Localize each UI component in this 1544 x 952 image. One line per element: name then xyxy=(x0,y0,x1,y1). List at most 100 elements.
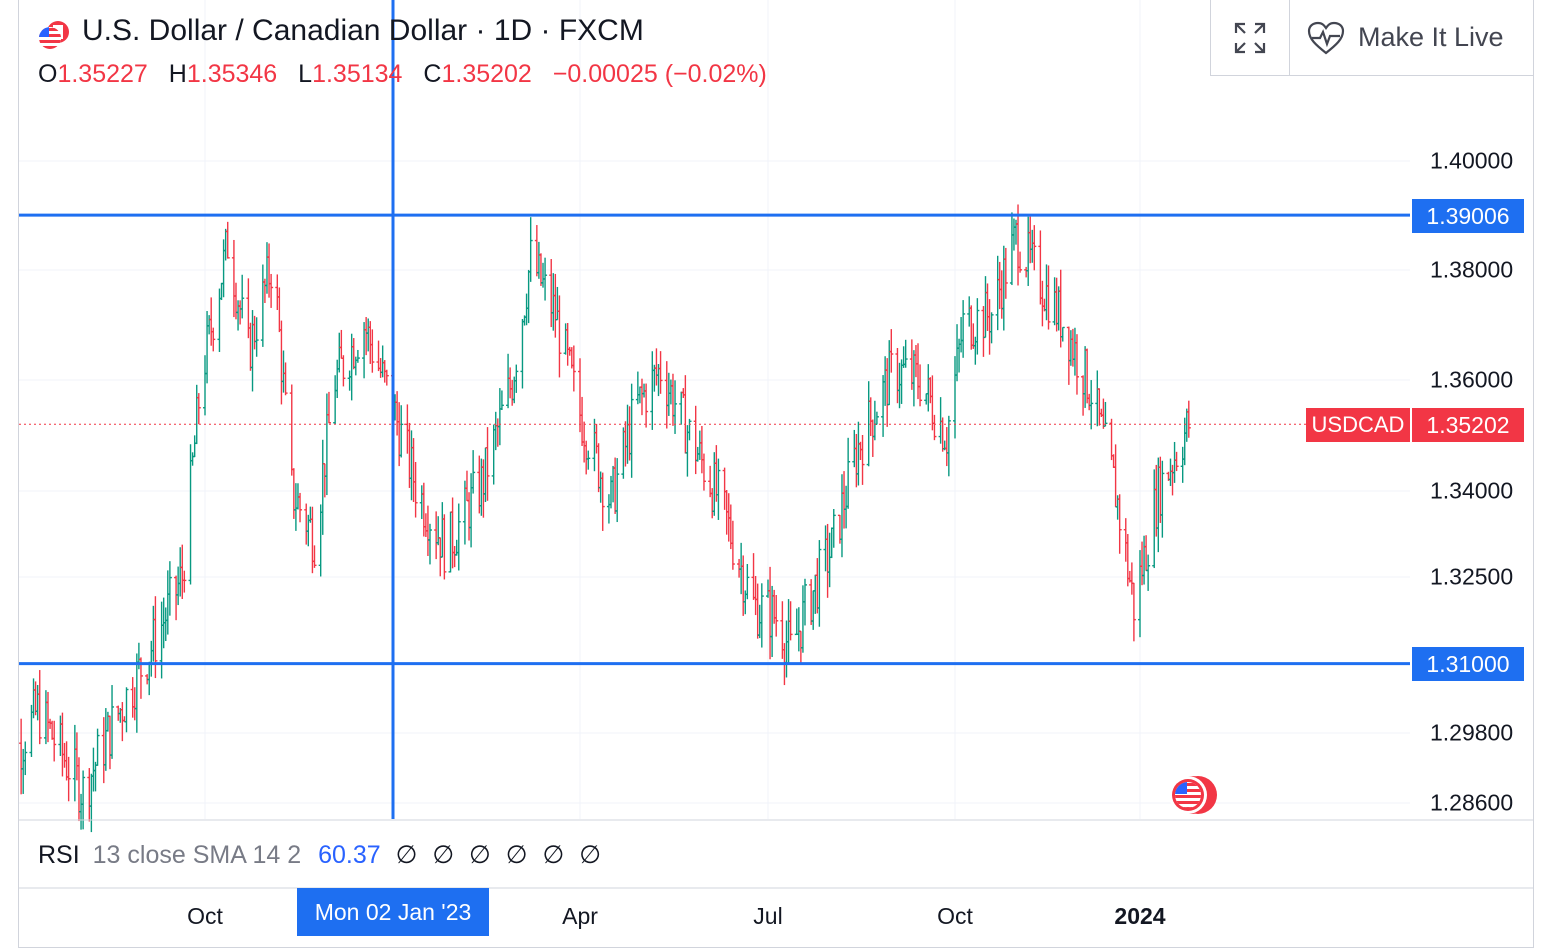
ohlc-bar xyxy=(23,741,28,776)
ohlc-bar xyxy=(961,300,966,358)
close-value: 1.35202 xyxy=(441,60,532,88)
ohlc-bar xyxy=(543,257,548,301)
close-key: C xyxy=(423,60,442,88)
ohlc-bar xyxy=(1032,225,1037,271)
ohlc-bar xyxy=(1089,380,1094,430)
ohlc-bar xyxy=(817,540,822,627)
ohlc-bar xyxy=(687,418,692,441)
y-tick-label: 1.28600 xyxy=(1430,789,1514,816)
ohlc-bar xyxy=(456,503,461,571)
ohlc-bar xyxy=(1074,334,1079,395)
ohlc-bar xyxy=(658,351,663,394)
low-value: 1.35134 xyxy=(312,60,403,88)
ohlc-legend: O1.35227 H1.35346 L1.35134 C1.35202 −0.0… xyxy=(38,60,781,89)
y-tick-label: 1.34000 xyxy=(1430,477,1514,504)
ohlc-bar xyxy=(341,355,346,387)
ohlc-bar xyxy=(196,393,201,425)
chart-frame xyxy=(18,0,1534,948)
crosshair-date-badge: Mon 02 Jan '23 xyxy=(297,888,489,936)
x-tick-label: Jul xyxy=(753,903,783,929)
ohlc-bar xyxy=(66,756,71,802)
ohlc-bar xyxy=(225,221,230,259)
ohlc-bar xyxy=(745,564,750,600)
rsi-empty-value: ∅ xyxy=(469,841,491,869)
rsi-empty-value: ∅ xyxy=(432,841,455,869)
flag-icon xyxy=(38,20,72,50)
ohlc-bar xyxy=(514,364,519,393)
ohlc-bar xyxy=(499,390,504,411)
fullscreen-button[interactable] xyxy=(1211,0,1290,76)
ohlc-bar xyxy=(413,462,418,518)
x-tick-label: 2024 xyxy=(1114,903,1166,929)
ohlc-bar xyxy=(471,450,476,494)
ohlc-bar xyxy=(355,349,360,363)
open-key: O xyxy=(38,60,58,88)
ohlc-bar xyxy=(831,508,836,548)
ohlc-bar xyxy=(1117,494,1122,554)
make-it-live-label: Make It Live xyxy=(1358,22,1504,52)
ohlc-bar xyxy=(615,458,620,523)
change-value: −0.00025 (−0.02%) xyxy=(552,60,767,88)
symbol-price-badge: USDCAD xyxy=(1306,408,1410,442)
heart-pulse-icon xyxy=(1307,21,1345,54)
ohlc-bar xyxy=(860,434,865,485)
ohlc-bar xyxy=(52,720,57,762)
ohlc-bar xyxy=(1046,265,1051,330)
ohlc-bar xyxy=(1146,554,1151,591)
ohlc-bar xyxy=(442,514,447,580)
ohlc-bar xyxy=(774,594,779,637)
ohlc-bar xyxy=(37,670,42,745)
rsi-empty-value: ∅ xyxy=(395,841,418,869)
ohlc-bar xyxy=(1160,460,1165,538)
ohlc-bars xyxy=(19,204,1191,833)
ohlc-bar xyxy=(889,329,894,373)
ohlc-bar xyxy=(1103,401,1108,427)
x-tick-label: Apr xyxy=(562,903,598,929)
ohlc-bar xyxy=(586,450,591,470)
chart-toolbar: Make It Live xyxy=(1210,0,1534,76)
ohlc-bar xyxy=(167,561,172,616)
ohlc-bar xyxy=(124,687,129,733)
horizontal-lines[interactable] xyxy=(19,213,1410,666)
rsi-empty-value: ∅ xyxy=(579,841,602,869)
ohlc-bar xyxy=(1186,400,1191,438)
ohlc-bar xyxy=(326,391,331,424)
y-tick-label: 1.29800 xyxy=(1430,719,1514,746)
ohlc-bar xyxy=(283,362,288,396)
x-tick-label: Oct xyxy=(187,903,223,929)
ohlc-bar xyxy=(182,570,187,593)
ohlc-bar xyxy=(240,274,245,319)
us-flag-event-icon[interactable] xyxy=(1168,774,1220,816)
ohlc-bar xyxy=(312,545,317,568)
ohlc-bar xyxy=(802,578,807,626)
y-tick-label: 1.32500 xyxy=(1430,563,1514,590)
ohlc-bar xyxy=(600,472,605,531)
rsi-legend[interactable]: RSI 13 close SMA 14 2 60.37 ∅ ∅ ∅ ∅ ∅ ∅ xyxy=(38,840,601,870)
ohlc-bar xyxy=(485,427,490,501)
ohlc-bar xyxy=(759,583,764,648)
ohlc-bar xyxy=(1018,251,1023,273)
ohlc-bar xyxy=(260,264,265,347)
ohlc-bar xyxy=(644,383,649,428)
ohlc-bar xyxy=(254,317,259,357)
ohlc-bar xyxy=(528,217,533,282)
ohlc-bar xyxy=(629,383,634,478)
low-key: L xyxy=(298,60,313,88)
ohlc-bar xyxy=(298,492,303,523)
y-tick-label: 1.40000 xyxy=(1430,147,1514,174)
ohlc-bar xyxy=(520,318,525,389)
ohlc-bar xyxy=(1131,582,1136,642)
ohlc-bar xyxy=(730,520,735,570)
make-it-live-button[interactable]: Make It Live xyxy=(1290,0,1533,75)
ohlc-bar xyxy=(384,369,389,386)
ohlc-bar xyxy=(1003,247,1008,299)
y-tick-label: 1.38000 xyxy=(1430,256,1514,283)
expand-icon xyxy=(1234,22,1266,54)
ohlc-bar xyxy=(932,414,937,441)
high-value: 1.35346 xyxy=(186,60,278,88)
rsi-empty-value: ∅ xyxy=(505,841,528,869)
ohlc-bar xyxy=(903,339,908,368)
ohlc-bar xyxy=(946,415,951,477)
ohlc-bar xyxy=(788,601,793,641)
